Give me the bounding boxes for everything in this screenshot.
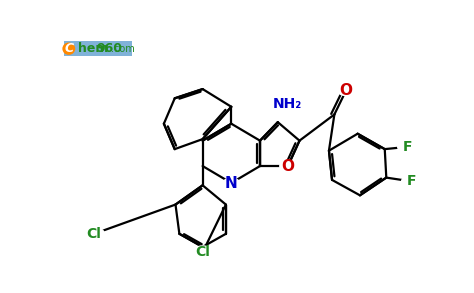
Circle shape — [398, 140, 418, 153]
Circle shape — [280, 161, 296, 171]
Text: hem: hem — [78, 42, 108, 54]
Circle shape — [84, 227, 104, 240]
Text: F: F — [407, 174, 417, 188]
Text: O: O — [339, 83, 353, 98]
Circle shape — [192, 246, 213, 259]
Text: 960: 960 — [96, 42, 122, 54]
Ellipse shape — [63, 42, 75, 55]
Text: C: C — [64, 42, 73, 54]
FancyBboxPatch shape — [64, 41, 132, 56]
Text: .com: .com — [111, 44, 135, 54]
Circle shape — [223, 178, 239, 188]
Circle shape — [401, 175, 422, 188]
Circle shape — [277, 98, 299, 111]
Circle shape — [338, 86, 354, 96]
Text: F: F — [403, 140, 413, 154]
Text: O: O — [282, 159, 294, 173]
Text: NH₂: NH₂ — [273, 98, 302, 111]
Text: Cl: Cl — [87, 227, 101, 241]
Text: N: N — [225, 176, 237, 190]
Text: Cl: Cl — [195, 245, 210, 259]
